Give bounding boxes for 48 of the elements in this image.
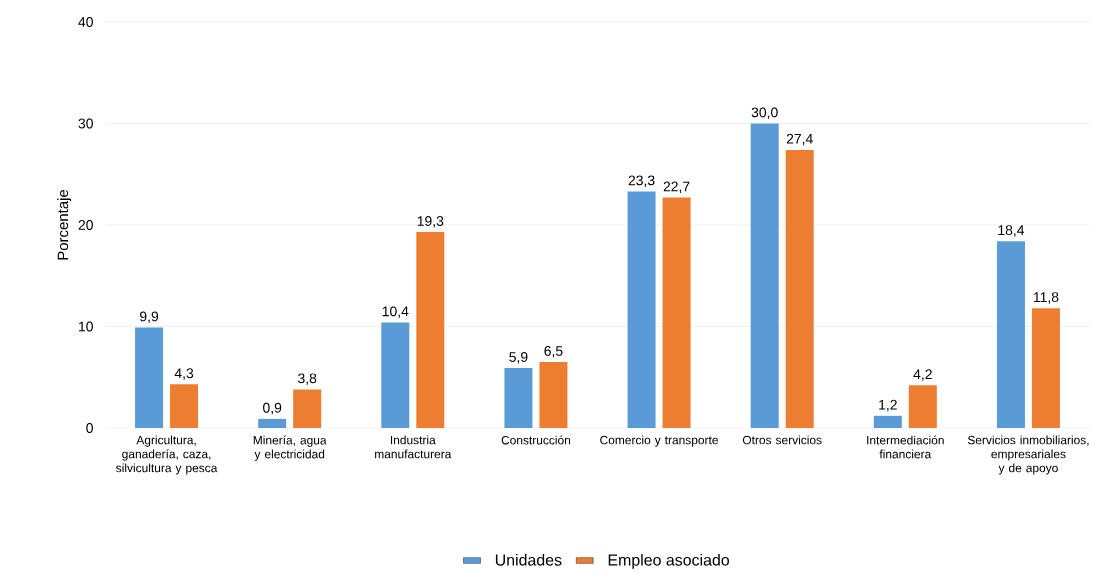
data-label: 4,3 [174,368,194,380]
data-label: 27,4 [786,133,813,146]
data-label: 1,2 [879,399,897,412]
x-tick-label: Servicios inmobiliarios, empresariales y de apoyo [967,435,1089,475]
bar [170,384,199,428]
data-label: 10,4 [382,306,409,318]
legend-label: Unidades [495,553,562,566]
data-label: 22,7 [663,181,690,194]
x-tick-label: Intermediación financiera [867,435,944,459]
bar [750,123,779,428]
y-tick-label: 40 [78,17,93,27]
data-label: 6,5 [544,345,563,358]
x-tick-label: Construcción [501,435,571,445]
data-label: 4,2 [913,369,932,381]
bar [627,191,656,428]
y-tick-label: 20 [78,220,93,230]
legend-label: Empleo asociado [608,553,729,569]
y-tick-label: 0 [86,423,93,433]
bar [293,389,322,428]
bar [873,415,902,428]
bar [662,197,691,428]
bar [539,362,568,428]
x-tick-label: Otros servicios [742,435,822,445]
y-axis-title: Porcentaje [57,189,72,260]
data-label: 18,4 [998,225,1025,237]
bar [381,322,410,428]
x-tick-label: Industria manufacturera [375,435,452,459]
bar [135,327,164,428]
x-tick-label: Agricultura, ganadería, caza, silvicultura y pesca [116,435,218,475]
data-label: 0,9 [263,402,282,415]
bar [908,385,937,428]
data-label: 3,8 [298,373,317,385]
bar [258,418,287,428]
bar [416,232,445,428]
data-label: 5,9 [509,352,528,364]
data-label: 9,9 [140,311,159,323]
bar [1031,308,1060,428]
data-label: 23,3 [628,175,655,187]
y-tick-label: 30 [78,118,93,129]
y-tick-label: 10 [79,321,93,332]
data-label: 19,3 [417,216,444,228]
bar [504,368,533,428]
x-tick-label: Minería, agua y electricidad [253,435,327,461]
data-label: 30,0 [751,107,778,119]
x-tick-label: Comercio y transporte [600,435,718,447]
bar [785,149,814,428]
bar [996,241,1025,428]
data-label: 11,8 [1033,292,1059,304]
